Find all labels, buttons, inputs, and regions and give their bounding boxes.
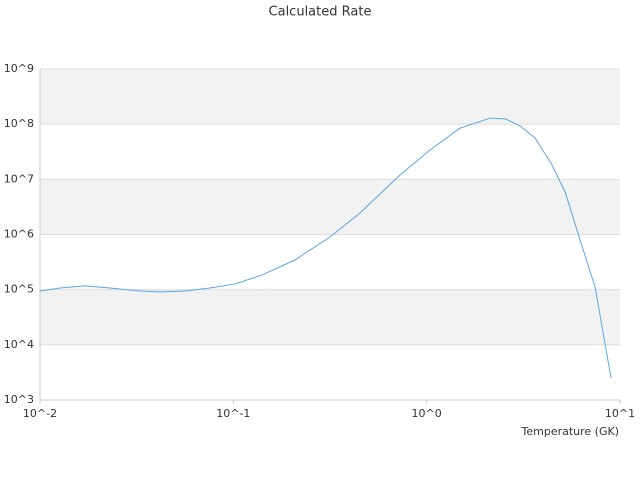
data-line [39, 117, 612, 379]
y-tick-label: 10^7 [4, 172, 34, 185]
y-tick-label: 10^6 [4, 228, 34, 241]
grid-band [40, 69, 620, 125]
x-tick-label: 10^-2 [23, 407, 57, 420]
y-tick-label: 10^4 [4, 338, 34, 351]
y-tick-label: 10^5 [4, 283, 34, 296]
grid-band [40, 289, 620, 345]
x-axis-label: Temperature (GK) [521, 425, 620, 438]
x-tick-label: 10^-1 [216, 407, 250, 420]
grid-band [40, 179, 620, 235]
x-tick-label: 10^1 [605, 407, 635, 420]
x-tick-label: 10^0 [412, 407, 442, 420]
chart-title: Calculated Rate [269, 5, 372, 20]
y-tick-label: 10^3 [4, 393, 34, 406]
y-tick-label: 10^8 [4, 117, 34, 130]
y-tick-label: 10^9 [4, 62, 34, 75]
